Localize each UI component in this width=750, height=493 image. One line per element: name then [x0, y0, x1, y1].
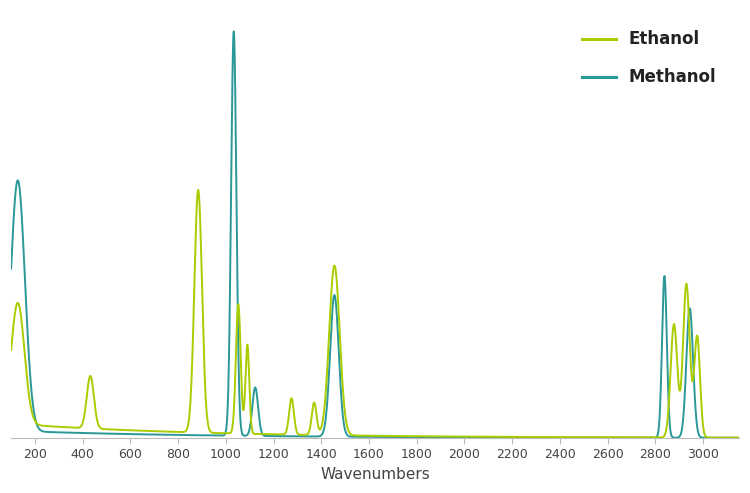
Ethanol: [746, 435, 750, 441]
Line: Ethanol: Ethanol: [11, 190, 750, 438]
Methanol: [445, 434, 454, 440]
Methanol: [595, 435, 604, 441]
Methanol: [7, 266, 16, 272]
Methanol: [746, 435, 750, 441]
Legend: Ethanol, Methanol: Ethanol, Methanol: [576, 24, 723, 93]
Ethanol: [44, 423, 52, 429]
X-axis label: Wavenumbers: Wavenumbers: [320, 467, 430, 482]
Line: Methanol: Methanol: [11, 32, 750, 438]
Ethanol: [194, 187, 202, 193]
Methanol: [44, 429, 52, 435]
Methanol: [274, 433, 284, 439]
Ethanol: [555, 434, 564, 440]
Methanol: [555, 434, 564, 440]
Ethanol: [7, 347, 16, 353]
Methanol: [230, 29, 238, 35]
Ethanol: [445, 433, 454, 439]
Ethanol: [477, 434, 486, 440]
Ethanol: [595, 434, 604, 440]
Ethanol: [274, 431, 284, 437]
Methanol: [477, 434, 486, 440]
